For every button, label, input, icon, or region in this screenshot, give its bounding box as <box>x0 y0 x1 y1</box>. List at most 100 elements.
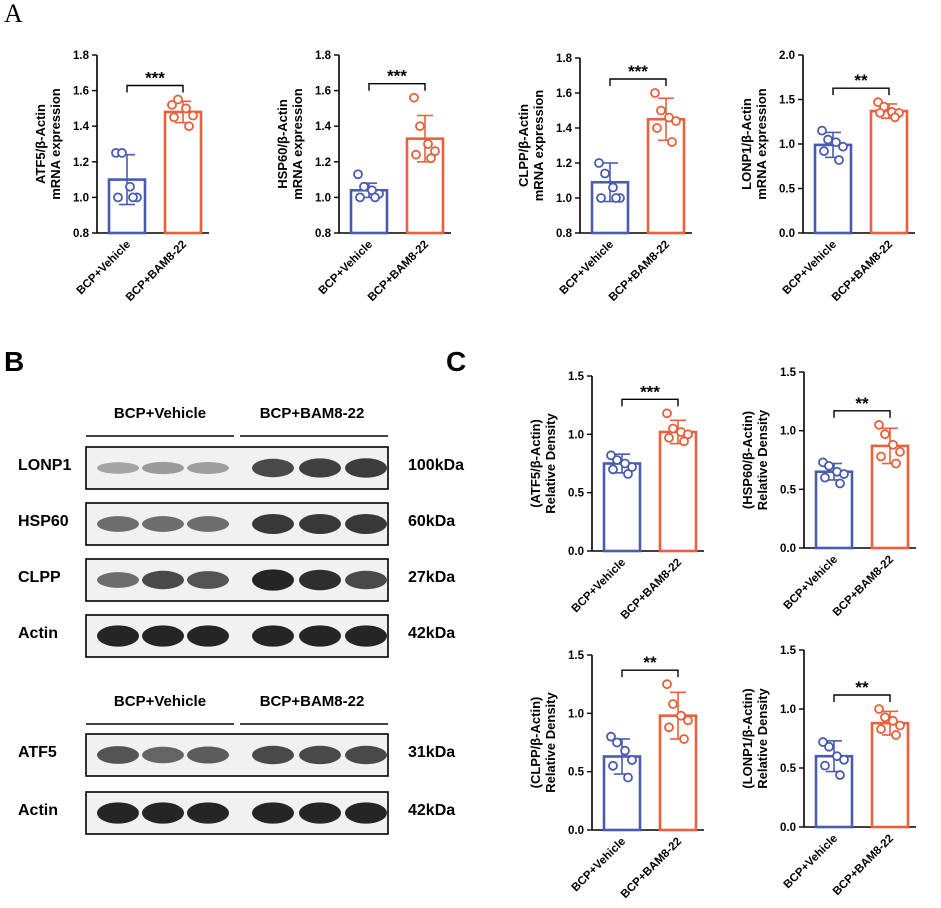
significance-stars: ** <box>855 394 869 413</box>
data-point <box>600 168 610 179</box>
y-tick-label: 0.5 <box>780 484 797 496</box>
data-point <box>671 116 681 126</box>
data-point <box>415 121 425 132</box>
y-tick-label: 0.8 <box>315 228 332 240</box>
y-tick-label: 1.0 <box>556 193 572 205</box>
y-tick-label: 1.8 <box>73 50 90 62</box>
data-point <box>656 105 666 116</box>
chart-6: 0.0 0.5 1.0 1.5 (HSP60/β-Actin)Relative Dens… <box>740 367 916 619</box>
y-tick-label: 0.8 <box>73 228 90 240</box>
y-axis-label: CLPP/β-ActinmRNA expression <box>516 90 546 202</box>
y-tick-label: 1.0 <box>779 139 795 151</box>
significance-bracket <box>609 78 667 86</box>
data-point <box>181 103 191 114</box>
data-point <box>650 88 660 98</box>
data-point <box>662 408 672 419</box>
blot-row-size: 42kDa <box>408 802 455 819</box>
data-point <box>880 429 890 440</box>
data-point <box>623 469 633 479</box>
blot-band <box>187 462 229 474</box>
blot-band <box>252 569 294 591</box>
blot-band <box>187 625 229 647</box>
y-tick-label: 2.0 <box>779 50 795 62</box>
data-point <box>891 730 901 740</box>
significance-stars: ** <box>643 653 657 672</box>
data-point <box>612 737 622 748</box>
data-point <box>817 125 827 136</box>
data-point <box>606 731 616 742</box>
data-point <box>888 715 898 726</box>
data-point <box>128 192 138 203</box>
blot-band <box>252 514 294 534</box>
bar-vehicle <box>602 462 642 553</box>
x-tick-label: BCP+Vehicle <box>75 239 133 297</box>
y-tick-label: 1.6 <box>556 88 572 100</box>
y-tick-label: 0.8 <box>556 228 573 240</box>
data-point <box>359 181 369 192</box>
x-tick-label: BCP+BAM8-22 <box>831 554 896 619</box>
data-point <box>874 419 884 430</box>
group-label-treatment: BCP+BAM8-22 <box>260 405 365 422</box>
data-point <box>596 193 606 203</box>
bar-treatment <box>658 430 698 553</box>
data-point <box>876 724 886 734</box>
y-tick-label: 1.5 <box>568 650 585 662</box>
bar-treatment <box>163 110 203 235</box>
data-point <box>875 107 885 118</box>
significance-bracket <box>832 87 890 96</box>
y-tick-label: 0.5 <box>568 767 585 779</box>
data-point <box>652 123 662 133</box>
x-tick-label: BCP+BAM8-22 <box>619 836 684 901</box>
data-point <box>667 137 677 147</box>
y-tick-label: 1.5 <box>780 367 797 379</box>
y-tick-label: 1.0 <box>780 704 796 716</box>
y-axis-label: (ATF5/β-Actin)Relative Density <box>528 413 558 514</box>
y-tick-label: 0.0 <box>779 228 795 240</box>
y-tick-label: 1.6 <box>315 86 331 98</box>
y-tick-label: 0.0 <box>568 825 584 837</box>
data-point <box>623 772 633 783</box>
data-point <box>874 704 884 714</box>
y-tick-label: 1.0 <box>73 192 89 204</box>
blot-band <box>252 802 294 824</box>
y-tick-label: 1.0 <box>568 429 584 441</box>
blot-row-label: Actin <box>18 802 58 819</box>
data-point <box>430 146 440 157</box>
y-axis-label-line: mRNA expression <box>531 90 546 202</box>
bar-treatment <box>870 721 910 829</box>
data-point <box>411 149 421 160</box>
blot-band <box>97 802 139 824</box>
y-tick-label: 1.4 <box>556 123 573 135</box>
blot-band <box>345 514 387 534</box>
y-axis-label-line: mRNA expression <box>48 88 63 200</box>
y-axis-label: HSP60/β-ActinmRNA expression <box>275 88 305 200</box>
data-point <box>608 182 618 193</box>
data-point <box>608 760 618 771</box>
y-tick-label: 0.0 <box>780 822 796 834</box>
blot-band <box>187 571 229 589</box>
bar-vehicle <box>107 178 147 235</box>
blot-band <box>187 746 229 764</box>
x-tick-label: BCP+Vehicle <box>317 239 375 297</box>
data-point <box>167 99 177 110</box>
y-axis-label-line: (ATF5/β-Actin) <box>528 419 543 508</box>
y-axis-label-line: (CLPP/β-Actin) <box>528 697 543 789</box>
blot-row-label: HSP60 <box>18 513 69 530</box>
chart-1: 0.8 1.0 1.2 1.4 1.6 1.8 ATF5/β-ActinmRNA expre… <box>33 50 209 304</box>
data-point <box>679 436 689 447</box>
x-tick-label: BCP+BAM8-22 <box>124 239 189 304</box>
x-tick-label: BCP+Vehicle <box>570 836 628 894</box>
y-tick-label: 1.2 <box>315 157 331 169</box>
blot-band <box>345 570 387 590</box>
y-axis-label-line: ATF5/β-Actin <box>33 104 48 184</box>
panel-label-a: A <box>4 0 23 28</box>
y-tick-label: 1.5 <box>568 371 585 383</box>
y-axis-label-line: CLPP/β-Actin <box>516 104 531 187</box>
blot-band <box>345 625 387 647</box>
data-point <box>895 446 905 457</box>
bar-treatment <box>869 109 909 235</box>
blot-band <box>252 625 294 647</box>
y-axis-label-line: (LONP1/β-Actin) <box>740 688 755 788</box>
data-point <box>819 146 829 157</box>
data-point <box>839 754 849 765</box>
